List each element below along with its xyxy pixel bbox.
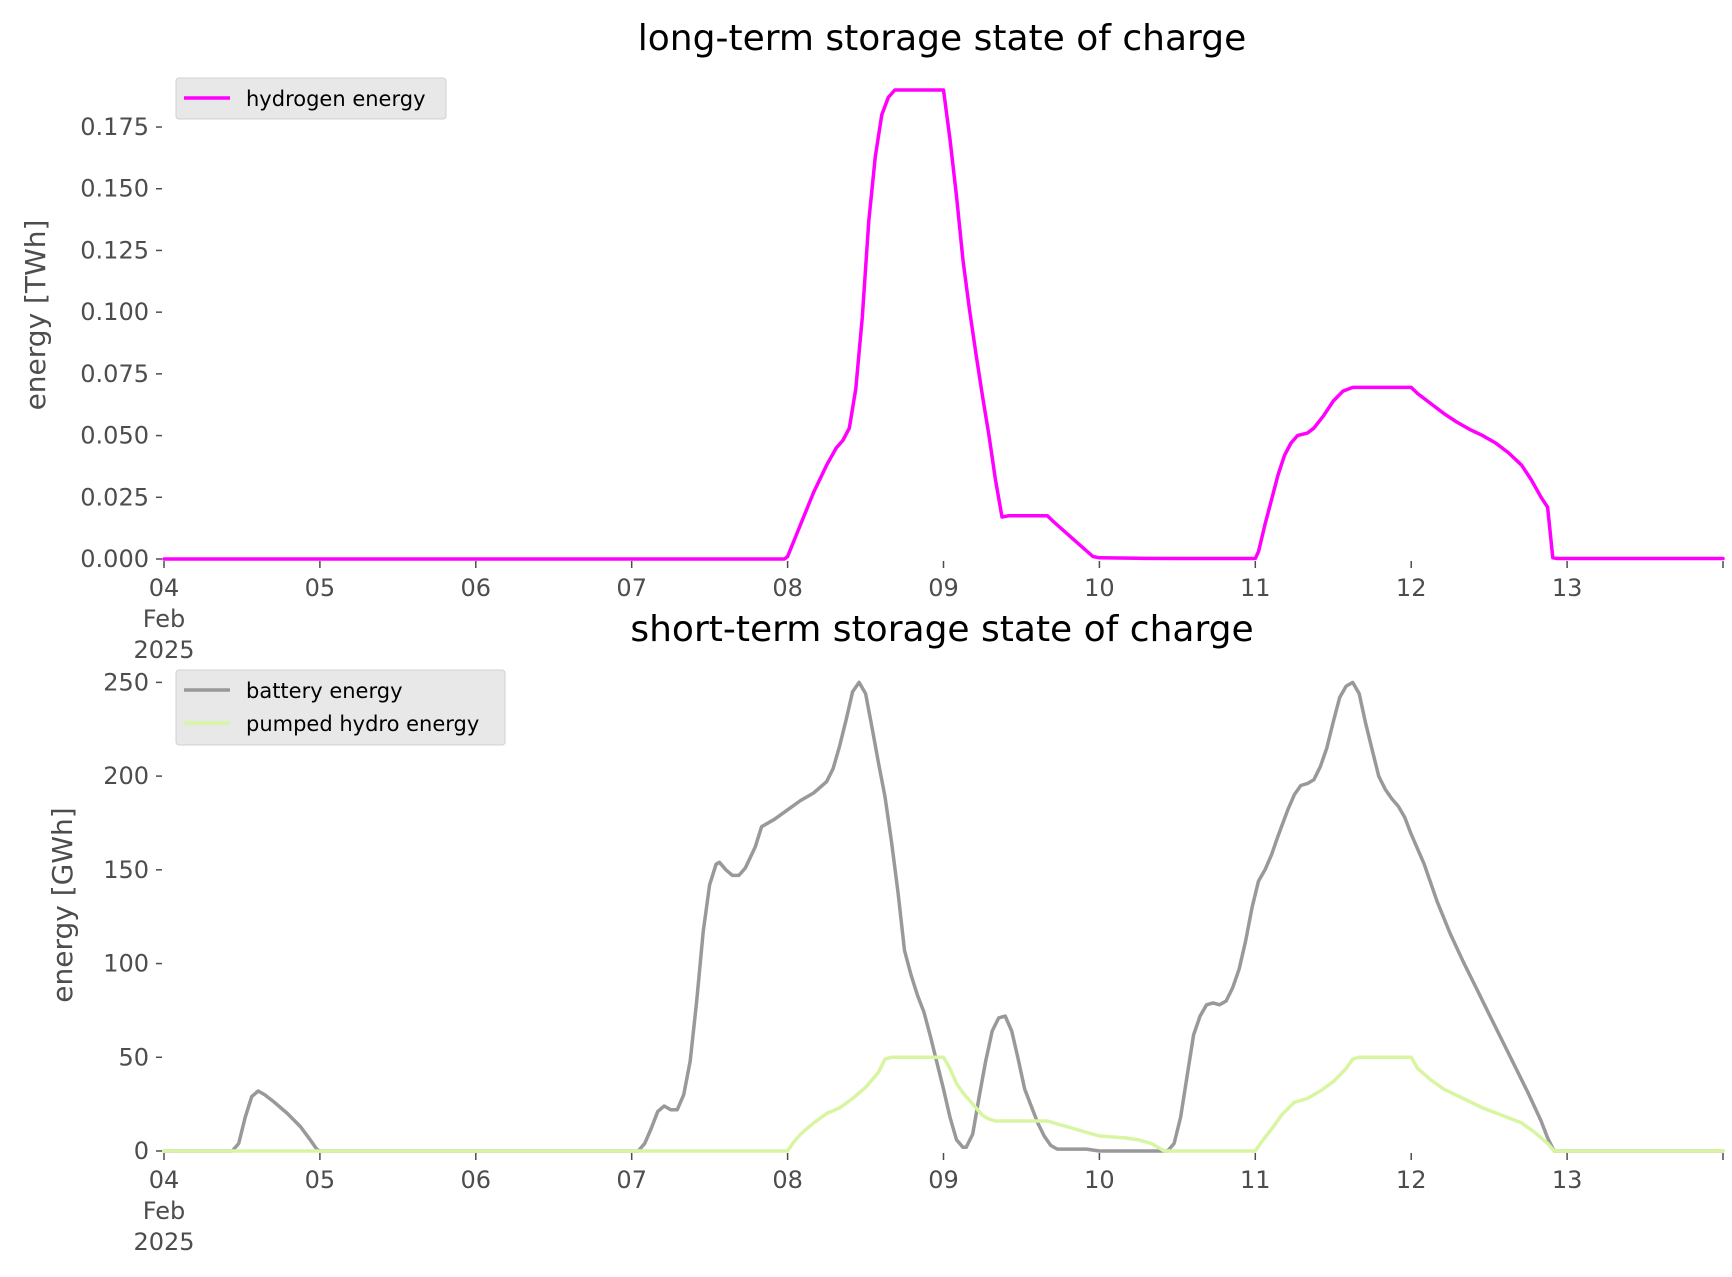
x-ticks: 04 Feb 2025 05 06 07 08 09 10 11 12 13 bbox=[133, 561, 1724, 664]
series-lines bbox=[162, 680, 1725, 1153]
x-tick-label: 08 bbox=[772, 1166, 803, 1194]
y-ticks: 0 50 100 150 200 250 bbox=[103, 668, 162, 1165]
series-lines bbox=[162, 88, 1725, 561]
x-ticks: 04 Feb 2025 05 06 07 08 09 10 11 12 13 bbox=[133, 1153, 1724, 1256]
y-tick-label: 0.025 bbox=[80, 483, 149, 511]
y-tick-label: 0 bbox=[134, 1137, 149, 1165]
legend-box bbox=[175, 669, 506, 746]
chart-title: short-term storage state of charge bbox=[630, 609, 1253, 650]
legend: battery energy pumped hydro energy bbox=[175, 669, 506, 746]
legend-label-hydrogen: hydrogen energy bbox=[246, 87, 426, 111]
x-tick-label: 13 bbox=[1552, 1166, 1583, 1194]
legend: hydrogen energy bbox=[175, 77, 447, 120]
x-tick-label: 11 bbox=[1240, 1166, 1271, 1194]
chart-long-term: long-term storage state of charge energy… bbox=[19, 18, 1725, 664]
x-tick-label: 10 bbox=[1084, 1166, 1115, 1194]
y-tick-label: 150 bbox=[103, 856, 149, 884]
legend-box bbox=[175, 77, 447, 120]
x-tick-label: 11 bbox=[1240, 574, 1271, 602]
y-ticks: 0.000 0.025 0.050 0.075 0.100 0.125 0.150 0.175 bbox=[80, 113, 162, 573]
chart-short-term: short-term storage state of charge energ… bbox=[46, 609, 1725, 1256]
x-tick-label: 07 bbox=[616, 574, 647, 602]
y-axis-label: energy [TWh] bbox=[19, 220, 52, 411]
x-tick-label: 08 bbox=[772, 574, 803, 602]
legend-label-battery: battery energy bbox=[246, 679, 403, 703]
x-tick-label: 06 bbox=[461, 1166, 492, 1194]
y-tick-label: 250 bbox=[103, 668, 149, 696]
y-tick-label: 100 bbox=[103, 950, 149, 978]
x-tick-label: 04 Feb 2025 bbox=[133, 1166, 194, 1256]
y-tick-label: 0.075 bbox=[80, 360, 149, 388]
x-tick-label: 13 bbox=[1552, 574, 1583, 602]
legend-label-pumped-hydro: pumped hydro energy bbox=[246, 712, 479, 736]
x-tick-label: 05 bbox=[305, 574, 336, 602]
series-line-battery-energy bbox=[162, 680, 1725, 1153]
x-tick-label: 06 bbox=[461, 574, 492, 602]
y-tick-label: 0.150 bbox=[80, 175, 149, 203]
x-tick-label: 10 bbox=[1084, 574, 1115, 602]
x-tick-label: 04 Feb 2025 bbox=[133, 574, 194, 664]
y-tick-label: 50 bbox=[118, 1043, 149, 1071]
series-line-pumped-hydro-energy bbox=[162, 1055, 1725, 1153]
x-tick-label: 12 bbox=[1396, 1166, 1427, 1194]
x-tick-label: 09 bbox=[928, 1166, 959, 1194]
y-tick-label: 0.175 bbox=[80, 113, 149, 141]
x-tick-label: 05 bbox=[305, 1166, 336, 1194]
x-tick-label: 12 bbox=[1396, 574, 1427, 602]
x-tick-label: 09 bbox=[928, 574, 959, 602]
y-tick-label: 200 bbox=[103, 762, 149, 790]
y-axis-label: energy [GWh] bbox=[46, 807, 79, 1002]
x-tick-label: 07 bbox=[616, 1166, 647, 1194]
series-line-hydrogen-energy bbox=[162, 88, 1725, 561]
chart-title: long-term storage state of charge bbox=[638, 18, 1246, 59]
y-tick-label: 0.125 bbox=[80, 236, 149, 264]
y-tick-label: 0.000 bbox=[80, 545, 149, 573]
y-tick-label: 0.050 bbox=[80, 422, 149, 450]
y-tick-label: 0.100 bbox=[80, 298, 149, 326]
